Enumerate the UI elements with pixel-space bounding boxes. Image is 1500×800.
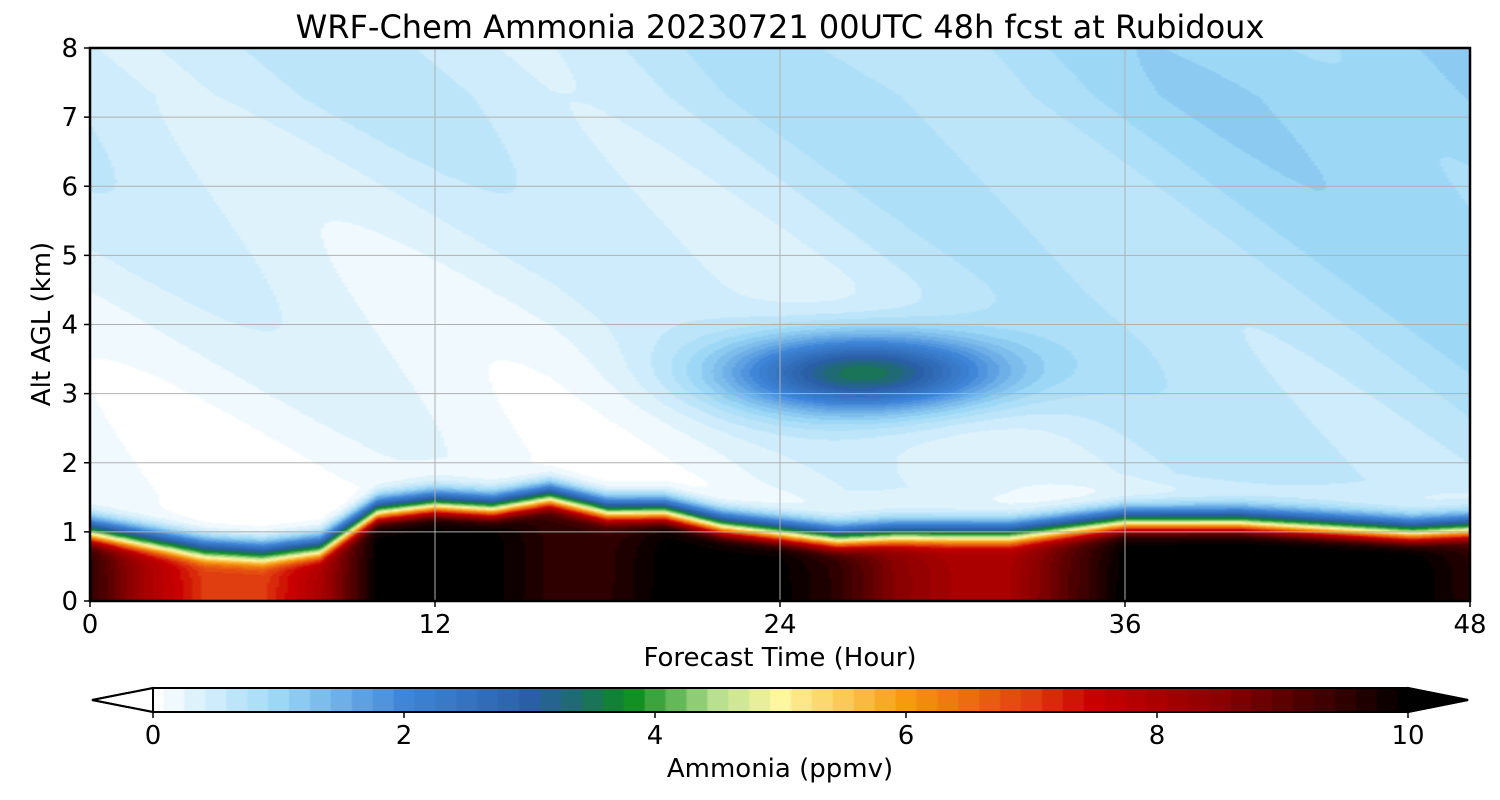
x-axis-label: Forecast Time (Hour) <box>643 643 916 673</box>
colorbar-tick-label: 6 <box>898 721 915 751</box>
x-tick-label: 12 <box>418 610 451 640</box>
colorbar-label: Ammonia (ppmv) <box>667 754 893 784</box>
colorbar-ticks: 0 2 4 6 8 10 <box>145 712 1425 751</box>
colorbar-gradient <box>153 688 1408 712</box>
x-tick-label: 24 <box>763 610 796 640</box>
x-tick-label: 0 <box>82 610 99 640</box>
x-axis: 0 12 24 36 48 <box>82 601 1487 640</box>
colorbar-tick-label: 4 <box>647 721 664 751</box>
y-tick-label: 5 <box>61 241 78 271</box>
colorbar-extend-low <box>91 686 154 714</box>
y-tick-label: 2 <box>61 449 78 479</box>
colorbar-tick-label: 10 <box>1391 721 1424 751</box>
colorbar: 0 2 4 6 8 10 Ammonia (ppmv) <box>91 686 1469 784</box>
colorbar-tick-label: 2 <box>396 721 413 751</box>
y-tick-label: 3 <box>61 380 78 410</box>
y-tick-label: 4 <box>61 311 78 341</box>
colorbar-tick-label: 8 <box>1149 721 1166 751</box>
y-tick-label: 7 <box>61 103 78 133</box>
y-axis-label: Alt AGL (km) <box>27 242 57 406</box>
x-tick-label: 36 <box>1108 610 1141 640</box>
colorbar-extend-high <box>1407 686 1469 714</box>
y-tick-label: 6 <box>61 172 78 202</box>
y-tick-label: 1 <box>61 518 78 548</box>
y-tick-label: 0 <box>61 587 78 617</box>
colorbar-tick-label: 0 <box>145 721 162 751</box>
y-tick-label: 8 <box>61 34 78 64</box>
chart-title: WRF-Chem Ammonia 20230721 00UTC 48h fcst… <box>296 8 1265 46</box>
y-axis: 0 1 2 3 4 5 6 7 8 <box>61 34 90 617</box>
x-tick-label: 48 <box>1453 610 1486 640</box>
